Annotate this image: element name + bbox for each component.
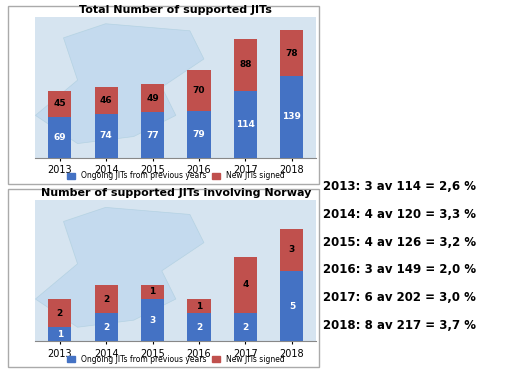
Text: 49: 49 [146, 93, 159, 102]
Bar [141, 299, 164, 341]
Bar [280, 271, 303, 341]
Bar [187, 111, 210, 158]
Bar [233, 257, 257, 313]
Legend: Ongoing JITs from previous years, New JITs signed: Ongoing JITs from previous years, New JI… [64, 168, 287, 184]
Text: 70: 70 [192, 86, 205, 95]
Text: 88: 88 [239, 60, 251, 69]
Bar [94, 114, 118, 158]
Bar [233, 39, 257, 91]
Bar [48, 299, 71, 327]
Title: Number of supported JITs involving Norway: Number of supported JITs involving Norwa… [40, 188, 311, 198]
Text: 3: 3 [288, 245, 294, 254]
Bar [94, 87, 118, 114]
Text: 2014: 4 av 120 = 3,3 %: 2014: 4 av 120 = 3,3 % [322, 208, 475, 221]
Bar [141, 84, 164, 112]
Text: 78: 78 [285, 49, 297, 58]
Text: 2: 2 [103, 295, 109, 303]
Bar [48, 91, 71, 117]
Bar [187, 313, 210, 341]
Bar [280, 30, 303, 76]
Polygon shape [35, 24, 204, 144]
Text: 46: 46 [99, 96, 112, 105]
Text: 1: 1 [195, 302, 202, 311]
Text: 2: 2 [242, 323, 248, 332]
Text: 79: 79 [192, 130, 205, 139]
Text: 2: 2 [195, 323, 202, 332]
Text: 1: 1 [149, 288, 156, 296]
Text: 69: 69 [54, 133, 66, 142]
Bar [187, 299, 210, 313]
Text: 2013: 3 av 114 = 2,6 %: 2013: 3 av 114 = 2,6 % [322, 180, 475, 193]
Bar [141, 112, 164, 158]
Bar [48, 117, 71, 158]
Bar [233, 91, 257, 158]
Bar [280, 229, 303, 271]
Text: 3: 3 [149, 316, 156, 325]
Text: 2018: 8 av 217 = 3,7 %: 2018: 8 av 217 = 3,7 % [322, 319, 475, 332]
Text: 77: 77 [146, 131, 159, 139]
Text: 139: 139 [282, 112, 300, 121]
Text: 2: 2 [103, 323, 109, 332]
Text: 45: 45 [54, 99, 66, 108]
Legend: Ongoing JITs from previous years, New JITs signed: Ongoing JITs from previous years, New JI… [64, 352, 287, 367]
Text: 2: 2 [57, 309, 63, 318]
Text: 74: 74 [99, 131, 112, 141]
Bar [94, 285, 118, 313]
Text: 1: 1 [57, 330, 63, 339]
Text: 4: 4 [242, 280, 248, 289]
Title: Total Number of supported JITs: Total Number of supported JITs [79, 4, 272, 14]
Text: 2017: 6 av 202 = 3,0 %: 2017: 6 av 202 = 3,0 % [322, 291, 475, 304]
Bar [48, 327, 71, 341]
Text: 2016: 3 av 149 = 2,0 %: 2016: 3 av 149 = 2,0 % [322, 263, 475, 276]
Bar [141, 285, 164, 299]
Text: 5: 5 [288, 302, 294, 311]
Text: 2015: 4 av 126 = 3,2 %: 2015: 4 av 126 = 3,2 % [322, 236, 475, 249]
Bar [94, 313, 118, 341]
Polygon shape [35, 207, 204, 327]
Bar [187, 70, 210, 111]
Text: 114: 114 [235, 120, 255, 129]
Bar [233, 313, 257, 341]
Bar [280, 76, 303, 158]
